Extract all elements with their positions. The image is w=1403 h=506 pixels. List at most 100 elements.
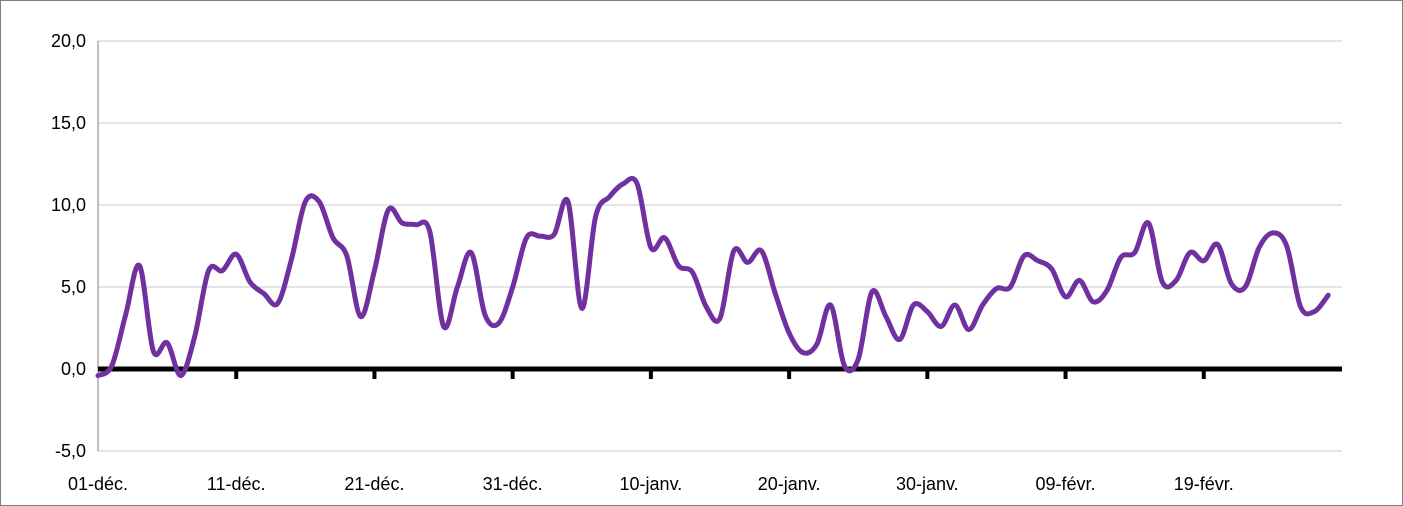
y-tick-label: 5,0 (61, 277, 86, 297)
data-point (704, 305, 708, 309)
data-point (773, 292, 777, 296)
x-tick-label: 09-févr. (1036, 474, 1096, 494)
data-point (497, 321, 501, 325)
data-point (359, 315, 363, 319)
data-point (179, 374, 183, 378)
data-point (1050, 267, 1054, 271)
data-point (912, 303, 916, 307)
data-point (317, 200, 321, 204)
x-tick-marks (234, 369, 1206, 379)
data-point (635, 182, 639, 186)
data-point (760, 249, 764, 253)
data-point (884, 315, 888, 319)
data-point (677, 264, 681, 268)
data-point (124, 313, 128, 317)
data-point (1229, 282, 1233, 286)
series-line (95, 175, 1331, 379)
x-tick-label: 11-déc. (207, 474, 266, 494)
data-point (220, 269, 224, 273)
y-tick-label: 0,0 (61, 359, 86, 379)
x-tick-label: 31-déc. (483, 474, 543, 494)
data-point (649, 246, 653, 250)
data-point (607, 195, 611, 199)
y-tick-label: 20,0 (51, 31, 86, 51)
data-point (815, 342, 819, 346)
data-point (165, 341, 169, 345)
data-point (787, 331, 791, 335)
data-point (96, 374, 100, 378)
data-point (455, 285, 459, 289)
data-point (1119, 256, 1123, 260)
data-point (372, 269, 376, 273)
data-point (138, 264, 142, 268)
data-point (953, 303, 957, 307)
data-point (262, 292, 266, 296)
data-point (386, 208, 390, 212)
data-point (621, 182, 625, 186)
data-point (414, 223, 418, 227)
y-tick-labels: -5,0 0,0 5,0 10,0 15,0 20,0 (51, 31, 86, 461)
data-point (525, 236, 529, 240)
data-point (290, 257, 294, 261)
y-tick-label: 10,0 (51, 195, 86, 215)
x-tick-label: 19-févr. (1174, 474, 1234, 494)
data-point (1077, 278, 1081, 282)
data-point (110, 364, 114, 368)
data-point (428, 229, 432, 233)
data-point (994, 287, 998, 291)
data-point (981, 303, 985, 307)
data-point (1160, 280, 1164, 284)
data-point (939, 324, 943, 328)
data-point (511, 285, 515, 289)
data-point (1257, 246, 1261, 250)
data-point (1174, 278, 1178, 282)
x-tick-label: 01-déc. (68, 474, 128, 494)
y-tick-label: -5,0 (55, 441, 86, 461)
data-point (400, 221, 404, 225)
data-point (856, 357, 860, 361)
data-point (483, 313, 487, 317)
data-point (732, 249, 736, 253)
data-point (580, 306, 584, 310)
data-point (967, 328, 971, 332)
x-tick-labels: 01-déc. 11-déc. 21-déc. 31-déc. 10-janv. 20-j… (68, 474, 1234, 494)
data-point (594, 215, 598, 219)
data-point (801, 351, 805, 355)
data-point (469, 251, 473, 255)
data-point (1202, 259, 1206, 263)
data-point (207, 269, 211, 273)
data-point (1022, 254, 1026, 258)
data-point (1299, 305, 1303, 309)
data-point (1133, 251, 1137, 255)
data-point (248, 280, 252, 284)
x-tick-label: 20-janv. (758, 474, 821, 494)
data-point (538, 234, 542, 238)
data-point (746, 260, 750, 264)
y-tick-label: 15,0 (51, 113, 86, 133)
data-point (1147, 221, 1151, 225)
data-point (1036, 259, 1040, 263)
data-point (663, 236, 667, 240)
data-point (1243, 285, 1247, 289)
data-point (1091, 300, 1095, 304)
data-point (151, 349, 155, 353)
data-point (303, 200, 307, 204)
data-point (842, 364, 846, 368)
data-point (829, 303, 833, 307)
data-point (331, 236, 335, 240)
data-point (870, 290, 874, 294)
data-point (1285, 244, 1289, 248)
data-point (1216, 242, 1220, 246)
data-point (1064, 295, 1068, 299)
data-point (552, 233, 556, 237)
x-tick-label: 30-janv. (896, 474, 959, 494)
data-point (193, 334, 197, 338)
data-point (718, 316, 722, 320)
data-point (690, 270, 694, 274)
data-point (345, 254, 349, 258)
data-point (925, 310, 929, 314)
data-point (1271, 231, 1275, 235)
data-point (1326, 293, 1330, 297)
